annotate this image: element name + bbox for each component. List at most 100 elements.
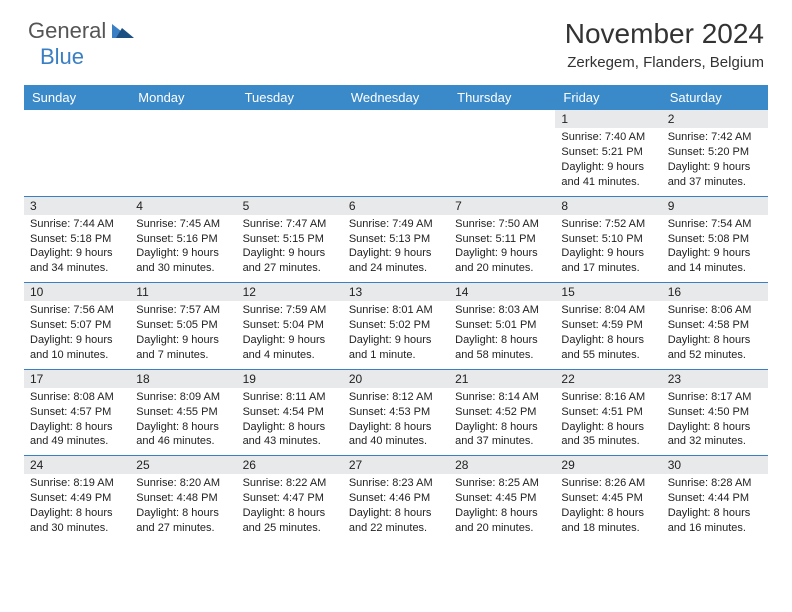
header: General Blue November 2024 Zerkegem, Fla… <box>0 0 792 79</box>
sunset-line: Sunset: 4:55 PM <box>136 405 230 420</box>
weekday-header: Sunday <box>24 85 130 110</box>
sunset-line: Sunset: 4:51 PM <box>561 405 655 420</box>
sunrise-line: Sunrise: 7:42 AM <box>668 130 762 145</box>
day-cell <box>449 110 555 196</box>
daylight-line: Daylight: 8 hours and 49 minutes. <box>30 420 124 450</box>
day-number: 23 <box>662 370 768 388</box>
daylight-line: Daylight: 8 hours and 20 minutes. <box>455 506 549 536</box>
day-cell: 19 Sunrise: 8:11 AMSunset: 4:54 PMDayligh… <box>237 370 343 456</box>
location: Zerkegem, Flanders, Belgium <box>565 54 764 71</box>
weekday-header: Friday <box>555 85 661 110</box>
day-cell: 17Sunrise: 8:08 AMSunset: 4:57 PMDayligh… <box>24 370 130 456</box>
day-number: 11 <box>130 283 236 301</box>
day-cell: 10Sunrise: 7:56 AMSunset: 5:07 PMDayligh… <box>24 283 130 369</box>
day-number: 12 <box>237 283 343 301</box>
day-cell: 16Sunrise: 8:06 AMSunset: 4:58 PMDayligh… <box>662 283 768 369</box>
weekday-header: Saturday <box>662 85 768 110</box>
sunset-line: Sunset: 5:07 PM <box>30 318 124 333</box>
sunset-line: Sunset: 4:57 PM <box>30 405 124 420</box>
day-cell <box>130 110 236 196</box>
sunrise-line: Sunrise: 8:01 AM <box>349 303 443 318</box>
day-number: 28 <box>449 456 555 474</box>
logo: General Blue <box>28 18 134 70</box>
day-cell: 22 Sunrise: 8:16 AMSunset: 4:51 PMDayligh… <box>555 370 661 456</box>
day-number: 7 <box>449 197 555 215</box>
day-cell: 30Sunrise: 8:28 AMSunset: 4:44 PMDayligh… <box>662 456 768 542</box>
sunset-line: Sunset: 5:16 PM <box>136 232 230 247</box>
day-cell: 1Sunrise: 7:40 AMSunset: 5:21 PMDaylight… <box>555 110 661 196</box>
sunrise-line: Sunrise: 8:26 AM <box>561 476 655 491</box>
sunset-line: Sunset: 4:59 PM <box>561 318 655 333</box>
month-title: November 2024 <box>565 18 764 50</box>
sunset-line: Sunset: 5:04 PM <box>243 318 337 333</box>
daylight-line: Daylight: 8 hours and 32 minutes. <box>668 420 762 450</box>
daylight-line: Daylight: 9 hours and 20 minutes. <box>455 246 549 276</box>
day-cell: 3 Sunrise: 7:44 AMSunset: 5:18 PMDaylight… <box>24 197 130 283</box>
sunrise-line: Sunrise: 8:14 AM <box>455 390 549 405</box>
day-cell: 29Sunrise: 8:26 AMSunset: 4:45 PMDayligh… <box>555 456 661 542</box>
week-row: 17Sunrise: 8:08 AMSunset: 4:57 PMDayligh… <box>24 369 768 456</box>
weekday-header: Tuesday <box>237 85 343 110</box>
sunrise-line: Sunrise: 8:04 AM <box>561 303 655 318</box>
daylight-line: Daylight: 9 hours and 27 minutes. <box>243 246 337 276</box>
sunrise-line: Sunrise: 8:09 AM <box>136 390 230 405</box>
daylight-line: Daylight: 9 hours and 17 minutes. <box>561 246 655 276</box>
day-number: 26 <box>237 456 343 474</box>
day-number: 15 <box>555 283 661 301</box>
daylight-line: Daylight: 9 hours and 14 minutes. <box>668 246 762 276</box>
sunset-line: Sunset: 5:15 PM <box>243 232 337 247</box>
sunset-line: Sunset: 5:20 PM <box>668 145 762 160</box>
daylight-line: Daylight: 8 hours and 46 minutes. <box>136 420 230 450</box>
sunrise-line: Sunrise: 7:49 AM <box>349 217 443 232</box>
sunrise-line: Sunrise: 7:52 AM <box>561 217 655 232</box>
daylight-line: Daylight: 9 hours and 37 minutes. <box>668 160 762 190</box>
daylight-line: Daylight: 8 hours and 25 minutes. <box>243 506 337 536</box>
sunrise-line: Sunrise: 7:59 AM <box>243 303 337 318</box>
title-block: November 2024 Zerkegem, Flanders, Belgiu… <box>565 18 764 71</box>
sunset-line: Sunset: 4:45 PM <box>455 491 549 506</box>
sunset-line: Sunset: 5:11 PM <box>455 232 549 247</box>
sunrise-line: Sunrise: 8:20 AM <box>136 476 230 491</box>
week-row: 24Sunrise: 8:19 AMSunset: 4:49 PMDayligh… <box>24 455 768 542</box>
day-cell <box>237 110 343 196</box>
day-number: 22 <box>555 370 661 388</box>
day-cell: 2Sunrise: 7:42 AMSunset: 5:20 PMDaylight… <box>662 110 768 196</box>
daylight-line: Daylight: 9 hours and 24 minutes. <box>349 246 443 276</box>
sunrise-line: Sunrise: 8:16 AM <box>561 390 655 405</box>
day-cell: 28Sunrise: 8:25 AMSunset: 4:45 PMDayligh… <box>449 456 555 542</box>
week-row: 10 Sunrise: 7:56 AMSunset: 5:07 PM Dayligh… <box>24 282 768 369</box>
sunrise-line: Sunrise: 8:11 AM <box>243 390 337 405</box>
day-number: 3 <box>24 197 130 215</box>
day-number: 13 <box>343 283 449 301</box>
day-cell: 26Sunrise: 8:22 AMSunset: 4:47 PMDayligh… <box>237 456 343 542</box>
sunrise-line: Sunrise: 8:06 AM <box>668 303 762 318</box>
day-number: 30 <box>662 456 768 474</box>
daylight-line: Daylight: 9 hours and 34 minutes. <box>30 246 124 276</box>
day-number: 10 <box>24 283 130 301</box>
weekday-header: Wednesday <box>343 85 449 110</box>
daylight-line: Daylight: 9 hours and 41 minutes. <box>561 160 655 190</box>
daylight-line: Daylight: 9 hours and 7 minutes. <box>136 333 230 363</box>
sunset-line: Sunset: 5:02 PM <box>349 318 443 333</box>
daylight-line: Daylight: 8 hours and 35 minutes. <box>561 420 655 450</box>
daylight-line: Daylight: 9 hours and 30 minutes. <box>136 246 230 276</box>
day-number: 5 <box>237 197 343 215</box>
day-cell <box>24 110 130 196</box>
daylight-line: Daylight: 8 hours and 27 minutes. <box>136 506 230 536</box>
sunrise-line: Sunrise: 7:47 AM <box>243 217 337 232</box>
week-row: 3Sunrise: 7:44 AMSunset: 5:18 PMDaylight… <box>24 196 768 283</box>
sunset-line: Sunset: 4:54 PM <box>243 405 337 420</box>
weekday-header-row: SundayMondayTuesdayWednesdayThursdayFrid… <box>24 85 768 110</box>
daylight-line: Daylight: 8 hours and 18 minutes. <box>561 506 655 536</box>
day-cell: 21Sunrise: 8:14 AMSunset: 4:52 PMDayligh… <box>449 370 555 456</box>
daylight-line: Daylight: 8 hours and 43 minutes. <box>243 420 337 450</box>
sunrise-line: Sunrise: 7:44 AM <box>30 217 124 232</box>
sunrise-line: Sunrise: 8:28 AM <box>668 476 762 491</box>
sunset-line: Sunset: 4:47 PM <box>243 491 337 506</box>
sunrise-line: Sunrise: 7:54 AM <box>668 217 762 232</box>
sunset-line: Sunset: 4:53 PM <box>349 405 443 420</box>
sunset-line: Sunset: 5:18 PM <box>30 232 124 247</box>
day-cell: 27Sunrise: 8:23 AMSunset: 4:46 PMDayligh… <box>343 456 449 542</box>
day-number: 19 <box>237 370 343 388</box>
sunrise-line: Sunrise: 7:56 AM <box>30 303 124 318</box>
